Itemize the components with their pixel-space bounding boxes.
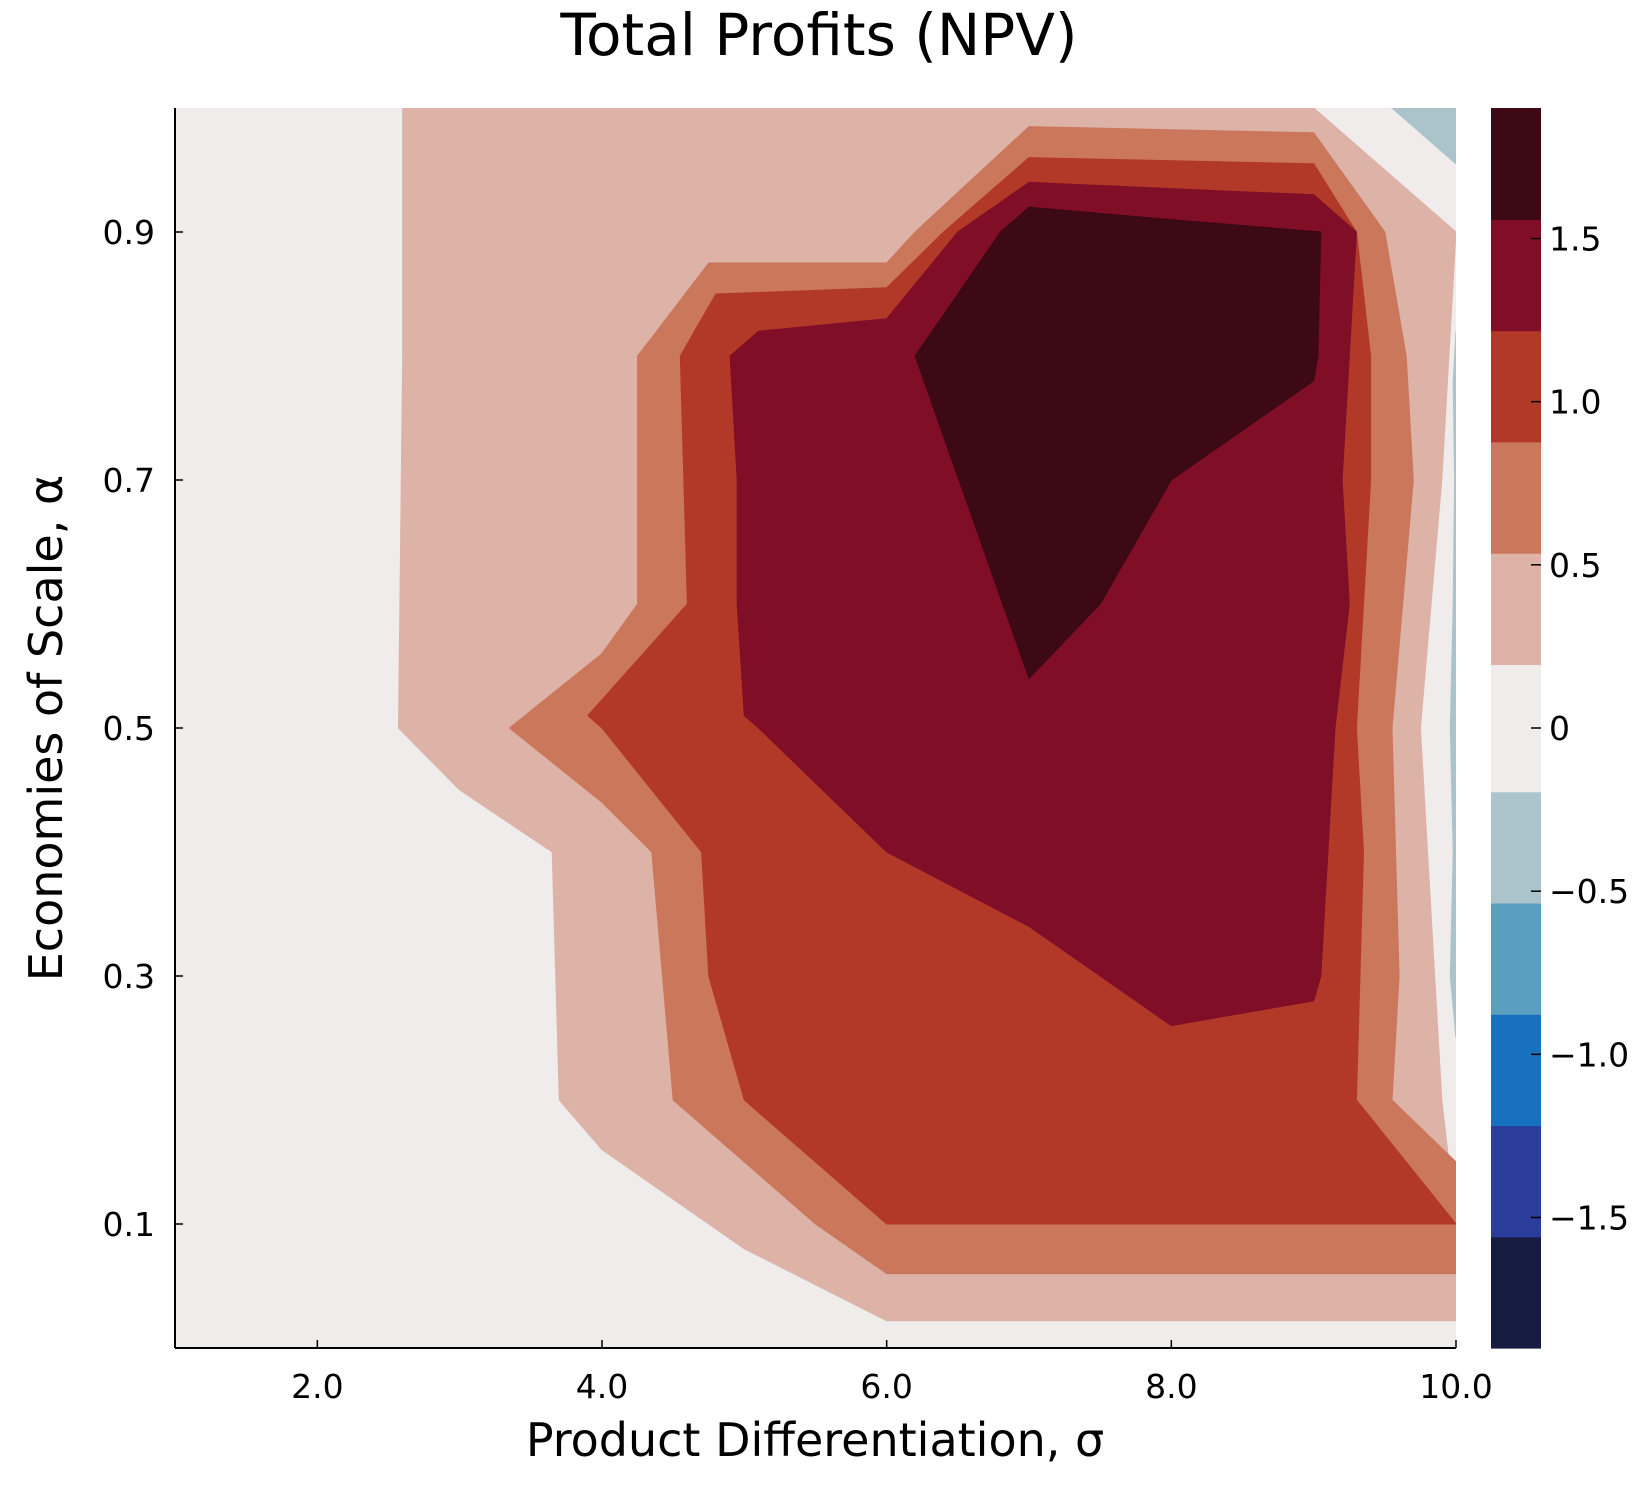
colorbar-tick-label: −1.0 [1549, 1035, 1629, 1074]
colorbar-segment [1491, 441, 1541, 554]
colorbar-segment [1491, 219, 1541, 332]
y-axis-label: Economies of Scale, α [19, 475, 73, 982]
colorbar-ticks: 1.5 1.0 0.5 0 −0.5 −1.0 −1.5 [1531, 220, 1629, 1237]
colorbar-segment [1491, 902, 1541, 1015]
colorbar-segment [1491, 1014, 1541, 1127]
contour-level-neg-band [1391, 108, 1456, 165]
colorbar-tick-label: 1.0 [1549, 383, 1601, 422]
colorbar [1491, 108, 1541, 1349]
x-tick-label: 8.0 [1145, 1367, 1197, 1406]
y-tick-label: 0.5 [103, 709, 155, 748]
x-tick-label: 6.0 [860, 1367, 912, 1406]
colorbar-segment [1491, 330, 1541, 443]
colorbar-tick-label: 0.5 [1549, 546, 1601, 585]
colorbar-tick-label: 1.5 [1549, 220, 1601, 259]
x-axis-ticks: 2.0 4.0 6.0 8.0 10.0 [291, 1340, 1493, 1406]
y-tick-label: 0.9 [103, 213, 155, 252]
colorbar-segment [1491, 108, 1541, 220]
contour-regions [175, 108, 1456, 1348]
colorbar-segment [1491, 791, 1541, 904]
y-tick-label: 0.3 [103, 957, 155, 996]
y-tick-label: 0.7 [103, 461, 155, 500]
colorbar-segment [1491, 1236, 1541, 1349]
colorbar-segment [1491, 1125, 1541, 1238]
x-axis-label: Product Differentiation, σ [526, 1413, 1104, 1467]
contour-level-1.5-band [914, 206, 1322, 680]
contour-level-neg-band-right [1449, 331, 1456, 1039]
colorbar-segment [1491, 553, 1541, 665]
x-tick-label: 10.0 [1419, 1367, 1492, 1406]
y-axis-ticks: 0.1 0.3 0.5 0.7 0.9 [103, 213, 183, 1244]
x-tick-label: 4.0 [576, 1367, 628, 1406]
colorbar-tick-label: −1.5 [1549, 1198, 1629, 1237]
y-tick-label: 0.1 [103, 1205, 155, 1244]
x-tick-label: 2.0 [291, 1367, 343, 1406]
colorbar-tick-label: 0 [1549, 709, 1570, 748]
colorbar-tick-label: −0.5 [1549, 872, 1629, 911]
chart-title: Total Profits (NPV) [559, 1, 1077, 69]
